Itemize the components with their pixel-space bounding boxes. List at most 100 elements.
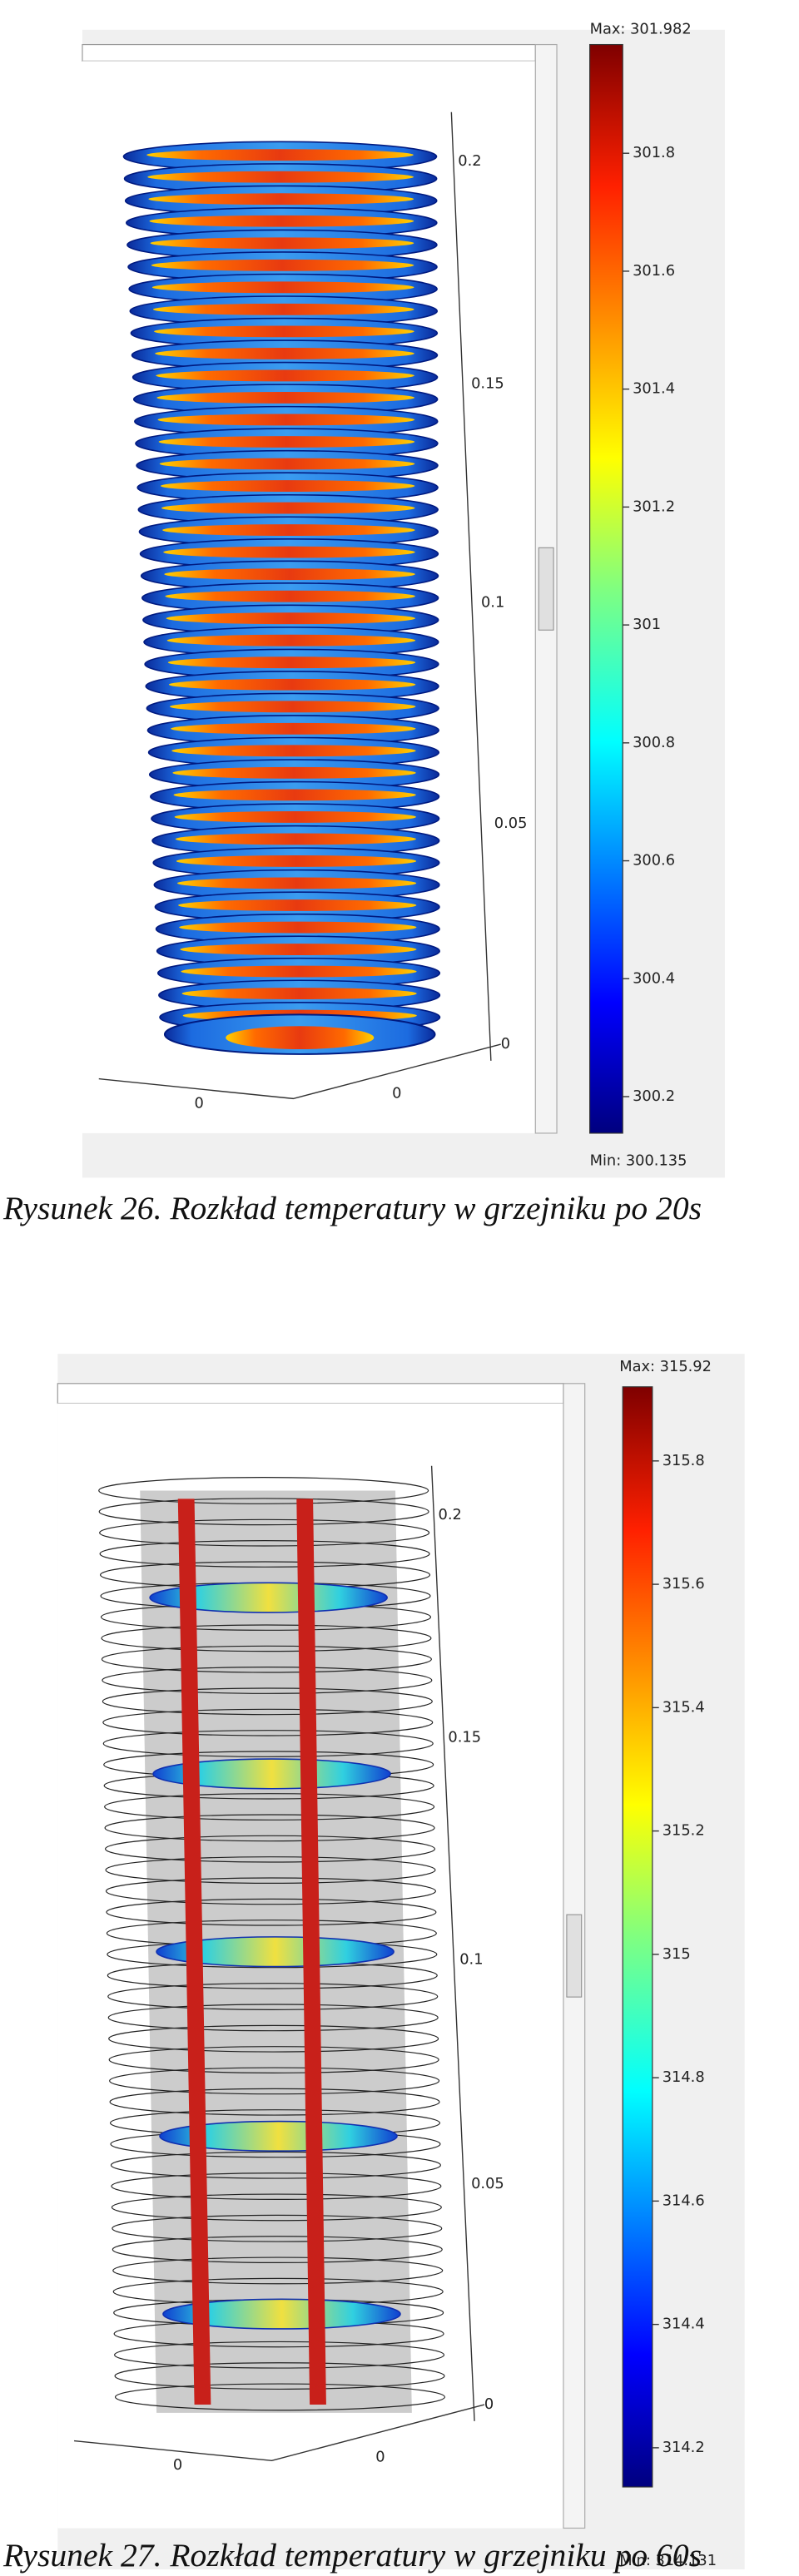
colorbar-min: Min: 314.131 (619, 2552, 717, 2569)
fin-wire (98, 1498, 429, 1526)
figure: 0.2 0.15 0.1 0.05 0 0 0 Max: 301.982 Min: 300.13… (2, 21, 725, 1226)
fin-core (177, 877, 417, 889)
fin-wire (108, 2024, 439, 2053)
colorbar-tick-label: 315.4 (663, 1698, 705, 1716)
axis-label: 0.05 (471, 2175, 504, 2192)
fin-wire (104, 1814, 435, 1842)
axis-line (98, 1043, 501, 1100)
toolbar-strip (82, 43, 536, 62)
colorbar-tick-label: 300.8 (633, 734, 675, 751)
colorbar-tick-label: 314.2 (663, 2439, 705, 2456)
colorbar-tick-label: 300.2 (633, 1087, 675, 1105)
fin-wire (111, 2172, 442, 2200)
fin-core (162, 524, 415, 537)
fin-wire (104, 1835, 436, 1863)
colorbar (589, 43, 623, 1134)
axis-line (430, 1465, 475, 2421)
axis-label: 0.2 (458, 152, 481, 170)
fin-core (151, 259, 414, 271)
fin-core (174, 810, 416, 823)
fin-core (171, 745, 416, 757)
fin-core (166, 634, 416, 646)
axis-line (450, 111, 492, 1061)
fin-wire (114, 2362, 445, 2390)
scroll-thumb (538, 547, 554, 631)
hot-ring (162, 2298, 401, 2330)
fin-wire (109, 2067, 440, 2095)
colorbar-tick-label: 301 (633, 616, 661, 633)
fin-wire (99, 1518, 430, 1547)
fin-core (163, 546, 415, 558)
colorbar-tick-label: 314.8 (663, 2068, 705, 2086)
fin-wire (107, 2004, 439, 2032)
fin-core (175, 833, 416, 845)
fin-wire (98, 1477, 429, 1504)
axis-label: 0.1 (481, 594, 504, 612)
hot-ring (149, 1582, 388, 1613)
colorbar-max: Max: 315.92 (619, 1358, 712, 1375)
hot-ring (156, 1936, 395, 1968)
colorbar (622, 1386, 653, 2488)
fin-core (179, 921, 417, 934)
fin-core (155, 347, 414, 359)
colorbar-tick-label: 315.6 (663, 1575, 705, 1593)
axis-label: 0 (173, 2456, 182, 2474)
fin-wire (111, 2193, 442, 2222)
fin-wire (107, 1983, 439, 2010)
fin-wire (112, 2214, 443, 2242)
fin-wire (112, 2256, 444, 2285)
fin-wire (108, 2046, 439, 2073)
scroll-thumb (566, 1914, 583, 1998)
fin-wire (105, 1877, 436, 1905)
colorbar-max: Max: 301.982 (590, 21, 692, 38)
fin-core (170, 701, 416, 713)
fin-core (150, 237, 414, 250)
fin-wire (101, 1645, 432, 1673)
axis-label: 0.15 (471, 374, 504, 392)
colorbar-tick-label: 315 (663, 1945, 691, 1963)
axis-label: 0 (501, 1035, 510, 1053)
fin-core (152, 303, 414, 315)
toolbar-strip (57, 1383, 564, 1404)
colorbar-tick-label: 301.8 (633, 144, 675, 161)
fin-core (156, 369, 414, 382)
hot-ring (159, 2120, 398, 2152)
heater-rod (177, 1499, 211, 2405)
fin-wire (110, 2151, 441, 2179)
fin-wire (106, 1898, 437, 1926)
colorbar-tick-label: 314.4 (663, 2316, 705, 2333)
colorbar-tick-label: 301.2 (633, 498, 675, 515)
fin-core (156, 392, 414, 404)
figure: 0.2 0.15 0.1 0.05 0 0 0 Max: 315.92 Min: 314.131… (2, 1354, 745, 2574)
figure-caption: Rysunek 27. Rozkład temperatury w grzejn… (2, 2537, 702, 2574)
heater-rod (296, 1499, 326, 2405)
fin-core (180, 944, 417, 955)
fin-core (178, 899, 417, 911)
fin-wire (109, 2088, 440, 2116)
fin-wire (102, 1687, 433, 1716)
fin-wire (102, 1730, 434, 1757)
fin-wire (112, 2236, 443, 2263)
fin-core (167, 656, 416, 669)
fin-core (146, 149, 414, 161)
fin-wire (102, 1708, 434, 1736)
colorbar-tick-label: 301.4 (633, 380, 675, 398)
axis-label: 0.2 (439, 1506, 462, 1523)
hot-ring (152, 1758, 391, 1790)
fin-core (164, 568, 415, 581)
fin-core (161, 502, 415, 514)
fin-core (157, 414, 415, 426)
fin-core (181, 988, 417, 1000)
fin-core (159, 458, 415, 470)
fin-wire (99, 1540, 430, 1568)
axis-label: 0.1 (459, 1951, 483, 1969)
colorbar-tick-label: 314.6 (663, 2192, 705, 2209)
figure-caption: Rysunek 26. Rozkład temperatury w grzejn… (2, 1190, 702, 1226)
colorbar-tick-label: 300.6 (633, 852, 675, 869)
fin-core (149, 215, 414, 227)
fin-wire (105, 1856, 436, 1884)
colorbar-min: Min: 300.135 (590, 1152, 687, 1170)
fin-core (151, 281, 414, 294)
